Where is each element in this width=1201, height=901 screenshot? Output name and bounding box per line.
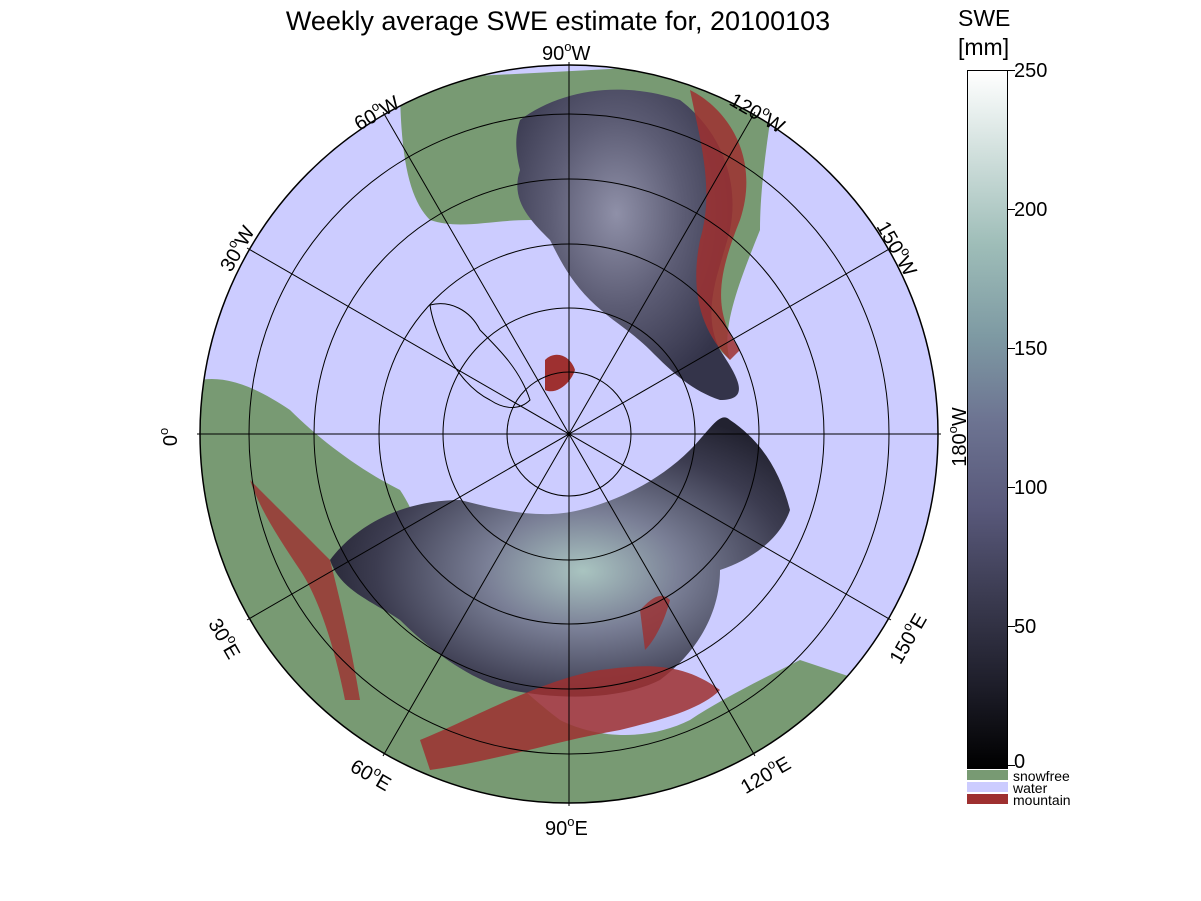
legend-label-water: water [1013,780,1048,796]
colorbar-tick [1008,209,1015,210]
colorbar-title-line2: [mm] [958,34,1010,60]
colorbar-tick-label: 150 [1014,338,1048,360]
eurasia-snow [330,417,790,697]
lon-label-90w: 90oW [542,39,591,65]
colorbar-tick [1008,626,1015,627]
legend-swatch-snowfree [967,770,1008,780]
colorbar-tick-label: 0 [1014,751,1026,773]
colorbar-tick [1008,348,1015,349]
namerica-snow [516,89,739,400]
colorbar-tick-label: 200 [1014,199,1048,221]
colorbar-tick [1008,487,1015,488]
lon-label-90e: 90oE [545,814,588,840]
map-boundary [199,64,939,804]
legend-swatch-water [967,782,1008,792]
colorbar-tick [1008,70,1015,71]
legend-label-snowfree: snowfree [1013,768,1070,784]
legend-swatch-mountain [967,794,1008,804]
colorbar-title-line1: SWE [958,5,1011,31]
scandinavia-mountain [250,480,360,700]
colorbar-tick-label: 250 [1014,60,1048,82]
colorbar-tick [1008,765,1015,766]
rockies-mountain [690,90,747,360]
legend-label-mountain: mountain [1013,792,1071,808]
colorbar-tick-label: 50 [1014,616,1037,638]
colorbar-tick-label: 100 [1014,477,1048,499]
europe-snowfree [200,379,860,803]
asia-mountain [420,666,720,770]
greenland-outline [429,303,531,408]
swe-colorbar [967,70,1008,769]
colorbar-title: SWE [mm] [958,4,1010,62]
kamchatka-mountain [640,595,670,650]
lon-label-0: 0o [156,427,183,447]
map-title: Weekly average SWE estimate for, 2010010… [285,6,831,36]
graticule [197,62,941,806]
